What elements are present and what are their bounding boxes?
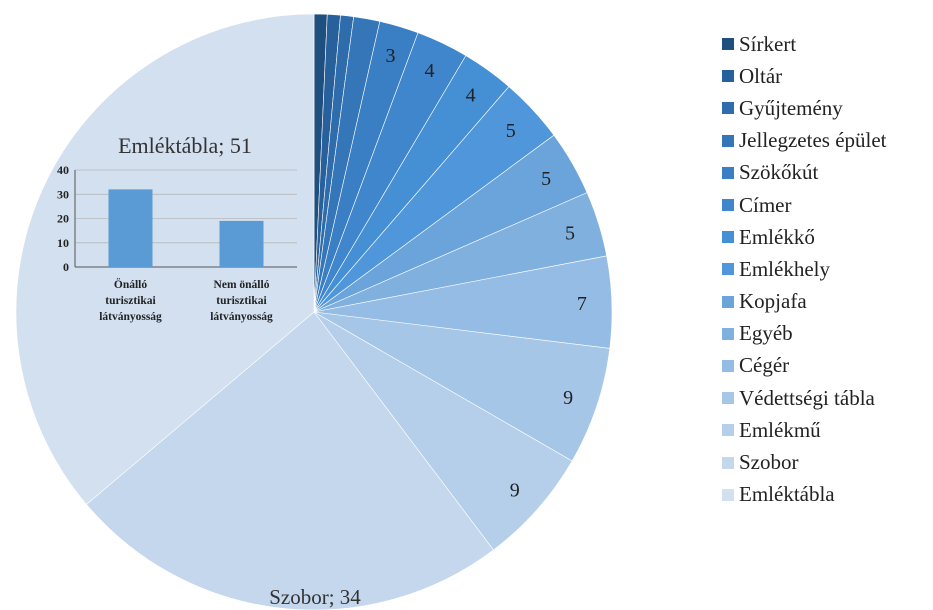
legend-item-13: Szobor — [722, 446, 932, 478]
inset-category-label: Nem önálló — [214, 279, 270, 291]
legend-label: Kopjafa — [739, 289, 807, 314]
legend-item-8: Kopjafa — [722, 286, 932, 318]
inset-bars — [108, 189, 264, 267]
legend: Sírkert Oltár Gyűjtemény Jellegzetes épület… — [722, 28, 932, 511]
pie-value-labels: 3 4 4 5 5 5 7 9 9 Szobor; 34 — [269, 45, 587, 609]
legend-swatch — [722, 488, 734, 501]
legend-swatch — [722, 231, 734, 244]
legend-label: Emlékmű — [739, 417, 821, 442]
legend-item-7: Emlékhely — [722, 253, 932, 285]
legend-item-14: Emléktábla — [722, 479, 932, 511]
legend-label: Címer — [739, 192, 792, 217]
legend-item-4: Szökőkút — [722, 157, 932, 189]
pie-value-label-9: 5 — [565, 223, 575, 245]
pie-value-label-7: 5 — [506, 120, 516, 142]
inset-category-label: látványosság — [99, 311, 162, 323]
legend-label: Emléktábla — [739, 482, 835, 507]
legend-label: Szökőkút — [739, 160, 819, 185]
inset-y-tick-label: 20 — [57, 212, 69, 226]
legend-item-6: Emlékkő — [722, 221, 932, 253]
legend-label: Oltár — [739, 63, 783, 88]
inset-y-tick-label: 0 — [63, 260, 69, 274]
legend-swatch — [722, 359, 734, 372]
legend-item-3: Jellegzetes épület — [722, 125, 932, 157]
legend-swatch — [722, 263, 734, 276]
inset-category-label: látványosság — [210, 311, 273, 323]
legend-label: Gyűjtemény — [739, 95, 843, 120]
pie-value-label-4: 3 — [386, 45, 396, 67]
pie-value-label-11: 9 — [563, 387, 573, 409]
legend-swatch — [722, 424, 734, 437]
pie-value-label-8: 5 — [541, 168, 551, 190]
inset-bar-0 — [108, 189, 153, 267]
legend-item-11: Védettségi tábla — [722, 382, 932, 414]
pie-value-label-12: 9 — [510, 480, 520, 502]
legend-label: Szobor — [739, 450, 799, 475]
pie-value-label-10: 7 — [577, 293, 587, 315]
legend-label: Emlékkő — [739, 224, 815, 249]
inset-y-tick-label: 30 — [57, 187, 69, 201]
legend-label: Cégér — [739, 353, 790, 378]
legend-swatch — [722, 392, 734, 405]
pie-slice-11 — [313, 311, 611, 462]
legend-swatch — [722, 70, 734, 83]
inset-y-ticks: 0 10 20 30 40 — [57, 163, 69, 274]
inset-bar-1 — [219, 220, 264, 267]
legend-item-0: Sírkert — [722, 28, 932, 60]
inset-category-label: Önálló — [114, 277, 147, 291]
pie-value-label-13: Szobor; 34 — [269, 585, 361, 609]
legend-item-1: Oltár — [722, 60, 932, 92]
inset-chart-title: Emléktábla; 51 — [118, 133, 252, 158]
legend-label: Védettségi tábla — [739, 385, 875, 410]
pie-value-label-6: 4 — [466, 85, 476, 107]
legend-item-9: Egyéb — [722, 318, 932, 350]
legend-swatch — [722, 456, 734, 469]
legend-swatch — [722, 134, 734, 147]
pie-slice-14 — [15, 13, 315, 505]
legend-label: Jellegzetes épület — [739, 128, 887, 153]
pie-slice-13 — [86, 311, 494, 610]
inset-category-label: turisztikai — [105, 295, 156, 307]
pie-slices — [15, 13, 613, 610]
legend-label: Emlékhely — [739, 256, 830, 281]
legend-swatch — [722, 38, 734, 51]
legend-item-2: Gyűjtemény — [722, 92, 932, 124]
inset-bar-chart: Emléktábla; 51 0 10 20 30 40 Önálló turisztik… — [57, 133, 297, 323]
legend-item-5: Címer — [722, 189, 932, 221]
inset-y-tick-label: 40 — [57, 163, 69, 177]
legend-swatch — [722, 327, 734, 340]
legend-label: Egyéb — [739, 321, 793, 346]
legend-swatch — [722, 166, 734, 179]
legend-item-12: Emlékmű — [722, 414, 932, 446]
inset-category-labels: Önálló turisztikai látványosság Nem önálló t… — [99, 277, 273, 323]
inset-category-label: turisztikai — [216, 295, 267, 307]
legend-label: Sírkert — [739, 31, 797, 56]
legend-item-10: Cégér — [722, 350, 932, 382]
legend-swatch — [722, 199, 734, 212]
pie-slice-12 — [313, 311, 573, 551]
legend-swatch — [722, 102, 734, 115]
inset-y-tick-label: 10 — [57, 236, 69, 250]
legend-swatch — [722, 295, 734, 308]
pie-value-label-5: 4 — [425, 60, 435, 82]
